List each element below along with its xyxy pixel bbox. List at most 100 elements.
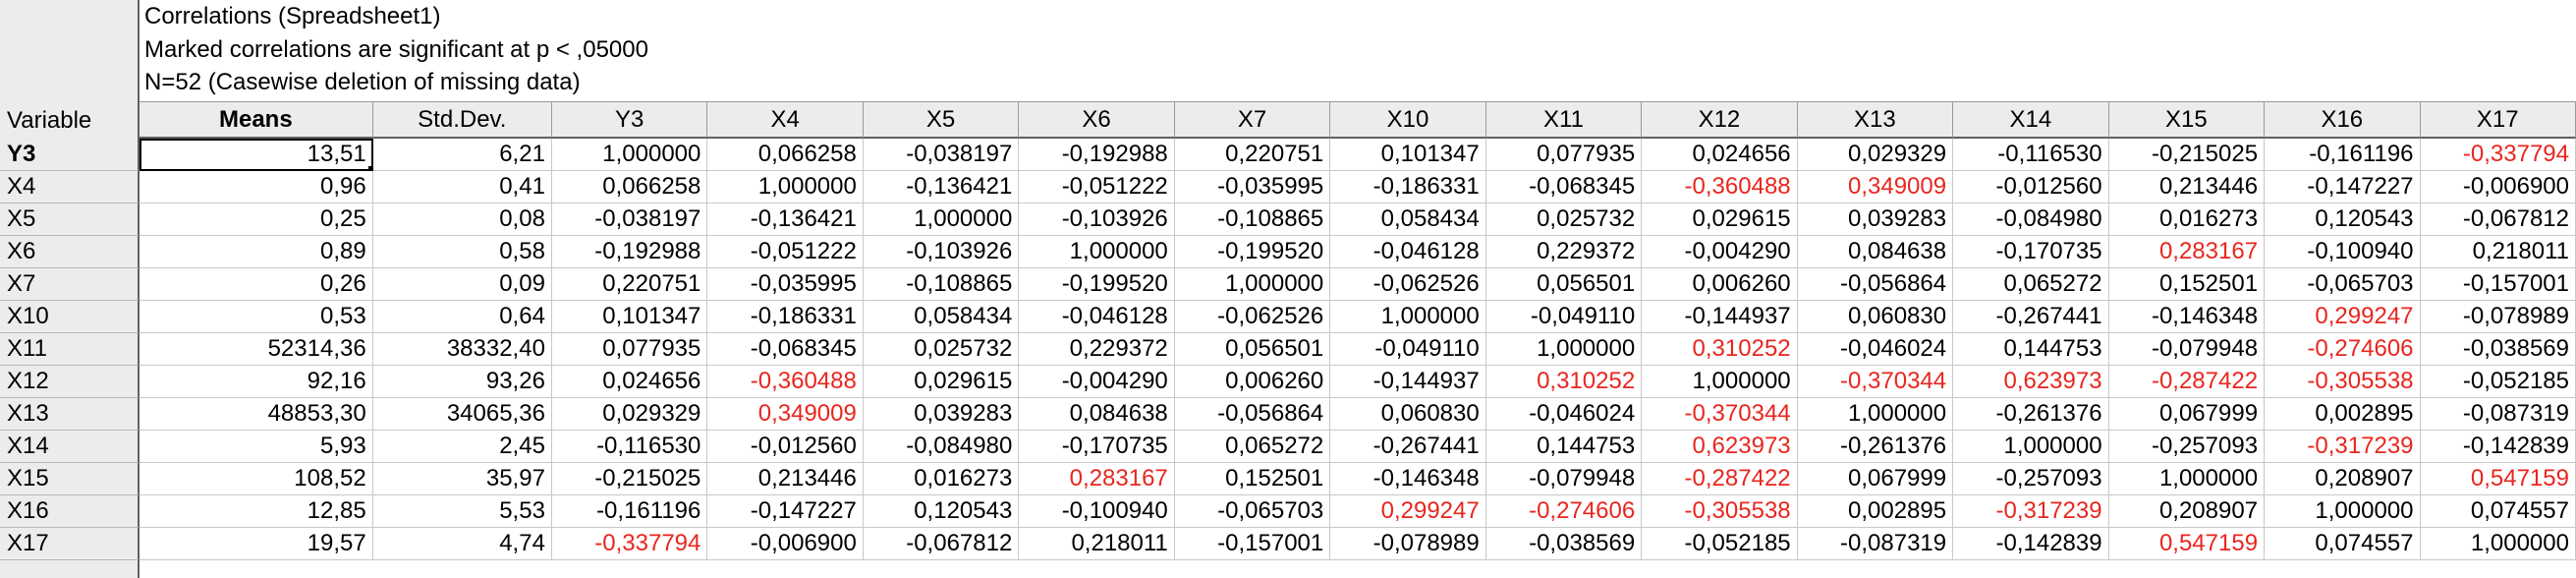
cell-x13-x5[interactable]: 0,039283 [863, 398, 1020, 431]
cell-y3-x15[interactable]: -0,215025 [2108, 139, 2266, 171]
cell-x14-x4[interactable]: -0,012560 [707, 431, 864, 463]
cell-x10-std-dev[interactable]: 0,64 [372, 301, 552, 333]
cell-x14-y3[interactable]: -0,116530 [551, 431, 708, 463]
column-header-std-dev[interactable]: Std.Dev. [372, 102, 552, 139]
cell-x15-x15[interactable]: 1,000000 [2108, 463, 2266, 495]
cell-x12-x17[interactable]: -0,052185 [2420, 366, 2576, 398]
cell-x10-x17[interactable]: -0,078989 [2420, 301, 2576, 333]
cell-x13-x15[interactable]: 0,067999 [2108, 398, 2266, 431]
cell-x17-x12[interactable]: -0,052185 [1642, 528, 1798, 560]
row-header-x15[interactable]: X15 [0, 463, 140, 495]
cell-x15-x4[interactable]: 0,213446 [707, 463, 864, 495]
cell-x16-x5[interactable]: 0,120543 [863, 495, 1020, 528]
cell-x13-x6[interactable]: 0,084638 [1019, 398, 1175, 431]
column-header-x7[interactable]: X7 [1174, 102, 1331, 139]
cell-x4-x6[interactable]: -0,051222 [1019, 171, 1175, 203]
cell-x12-x7[interactable]: 0,006260 [1174, 366, 1331, 398]
cell-x4-x10[interactable]: -0,186331 [1330, 171, 1486, 203]
cell-x12-x10[interactable]: -0,144937 [1330, 366, 1486, 398]
cell-x16-x13[interactable]: 0,002895 [1797, 495, 1954, 528]
cell-x12-means[interactable]: 92,16 [140, 366, 373, 398]
cell-x7-x10[interactable]: -0,062526 [1330, 268, 1486, 301]
cell-x14-x10[interactable]: -0,267441 [1330, 431, 1486, 463]
cell-x7-x16[interactable]: -0,065703 [2265, 268, 2421, 301]
cell-x13-means[interactable]: 48853,30 [140, 398, 373, 431]
cell-x6-x6[interactable]: 1,000000 [1019, 236, 1175, 268]
cell-x13-x4[interactable]: 0,349009 [707, 398, 864, 431]
row-header-x17[interactable]: X17 [0, 528, 140, 560]
cell-x4-x17[interactable]: -0,006900 [2420, 171, 2576, 203]
cell-x6-y3[interactable]: -0,192988 [551, 236, 708, 268]
column-header-y3[interactable]: Y3 [551, 102, 708, 139]
cell-x10-x11[interactable]: -0,049110 [1485, 301, 1643, 333]
cell-y3-x17[interactable]: -0,337794 [2420, 139, 2576, 171]
column-header-x13[interactable]: X13 [1797, 102, 1954, 139]
cell-x6-x4[interactable]: -0,051222 [707, 236, 864, 268]
cell-x17-x13[interactable]: -0,087319 [1797, 528, 1954, 560]
cell-x11-x11[interactable]: 1,000000 [1485, 333, 1643, 366]
cell-x14-x14[interactable]: 1,000000 [1953, 431, 2109, 463]
row-header-x12[interactable]: X12 [0, 366, 140, 398]
cell-x10-x7[interactable]: -0,062526 [1174, 301, 1331, 333]
cell-x15-x17[interactable]: 0,547159 [2420, 463, 2576, 495]
cell-x17-std-dev[interactable]: 4,74 [372, 528, 552, 560]
row-header-x14[interactable]: X14 [0, 431, 140, 463]
cell-x14-x17[interactable]: -0,142839 [2420, 431, 2576, 463]
cell-x16-y3[interactable]: -0,161196 [551, 495, 708, 528]
cell-x17-x11[interactable]: -0,038569 [1485, 528, 1643, 560]
cell-x16-std-dev[interactable]: 5,53 [372, 495, 552, 528]
cell-x12-x4[interactable]: -0,360488 [707, 366, 864, 398]
cell-x11-x5[interactable]: 0,025732 [863, 333, 1020, 366]
cell-x16-x14[interactable]: -0,317239 [1953, 495, 2109, 528]
cell-x13-x11[interactable]: -0,046024 [1485, 398, 1643, 431]
cell-y3-x14[interactable]: -0,116530 [1953, 139, 2109, 171]
cell-x7-x7[interactable]: 1,000000 [1174, 268, 1331, 301]
cell-x6-x12[interactable]: -0,004290 [1642, 236, 1798, 268]
cell-x6-x17[interactable]: 0,218011 [2420, 236, 2576, 268]
cell-x14-x11[interactable]: 0,144753 [1485, 431, 1643, 463]
cell-x4-x16[interactable]: -0,147227 [2265, 171, 2421, 203]
cell-x12-std-dev[interactable]: 93,26 [372, 366, 552, 398]
cell-x5-x14[interactable]: -0,084980 [1953, 203, 2109, 236]
cell-x11-x13[interactable]: -0,046024 [1797, 333, 1954, 366]
cell-x7-std-dev[interactable]: 0,09 [372, 268, 552, 301]
cell-x7-x15[interactable]: 0,152501 [2108, 268, 2266, 301]
cell-x6-x15[interactable]: 0,283167 [2108, 236, 2266, 268]
cell-x16-x17[interactable]: 0,074557 [2420, 495, 2576, 528]
cell-x17-x15[interactable]: 0,547159 [2108, 528, 2266, 560]
cell-x17-x7[interactable]: -0,157001 [1174, 528, 1331, 560]
cell-x14-means[interactable]: 5,93 [140, 431, 373, 463]
cell-y3-x11[interactable]: 0,077935 [1485, 139, 1643, 171]
cell-x10-y3[interactable]: 0,101347 [551, 301, 708, 333]
cell-x10-x12[interactable]: -0,144937 [1642, 301, 1798, 333]
cell-x15-x13[interactable]: 0,067999 [1797, 463, 1954, 495]
column-header-x11[interactable]: X11 [1485, 102, 1643, 139]
cell-x5-x12[interactable]: 0,029615 [1642, 203, 1798, 236]
cell-x12-x12[interactable]: 1,000000 [1642, 366, 1798, 398]
cell-x5-x15[interactable]: 0,016273 [2108, 203, 2266, 236]
cell-x7-x14[interactable]: 0,065272 [1953, 268, 2109, 301]
cell-x17-y3[interactable]: -0,337794 [551, 528, 708, 560]
cell-y3-x7[interactable]: 0,220751 [1174, 139, 1331, 171]
cell-x16-x16[interactable]: 1,000000 [2265, 495, 2421, 528]
cell-x7-y3[interactable]: 0,220751 [551, 268, 708, 301]
cell-x13-x12[interactable]: -0,370344 [1642, 398, 1798, 431]
column-header-x15[interactable]: X15 [2108, 102, 2266, 139]
cell-y3-x10[interactable]: 0,101347 [1330, 139, 1486, 171]
column-header-means[interactable]: Means [140, 102, 373, 139]
column-header-x17[interactable]: X17 [2420, 102, 2576, 139]
cell-x17-x16[interactable]: 0,074557 [2265, 528, 2421, 560]
cell-x16-x12[interactable]: -0,305538 [1642, 495, 1798, 528]
cell-x7-x17[interactable]: -0,157001 [2420, 268, 2576, 301]
cell-x13-std-dev[interactable]: 34065,36 [372, 398, 552, 431]
cell-x11-x15[interactable]: -0,079948 [2108, 333, 2266, 366]
cell-x5-x13[interactable]: 0,039283 [1797, 203, 1954, 236]
cell-x11-x10[interactable]: -0,049110 [1330, 333, 1486, 366]
cell-x6-means[interactable]: 0,89 [140, 236, 373, 268]
cell-x16-means[interactable]: 12,85 [140, 495, 373, 528]
row-header-x4[interactable]: X4 [0, 171, 140, 203]
cell-x5-x16[interactable]: 0,120543 [2265, 203, 2421, 236]
cell-x4-x13[interactable]: 0,349009 [1797, 171, 1954, 203]
cell-x15-y3[interactable]: -0,215025 [551, 463, 708, 495]
cell-x5-x11[interactable]: 0,025732 [1485, 203, 1643, 236]
